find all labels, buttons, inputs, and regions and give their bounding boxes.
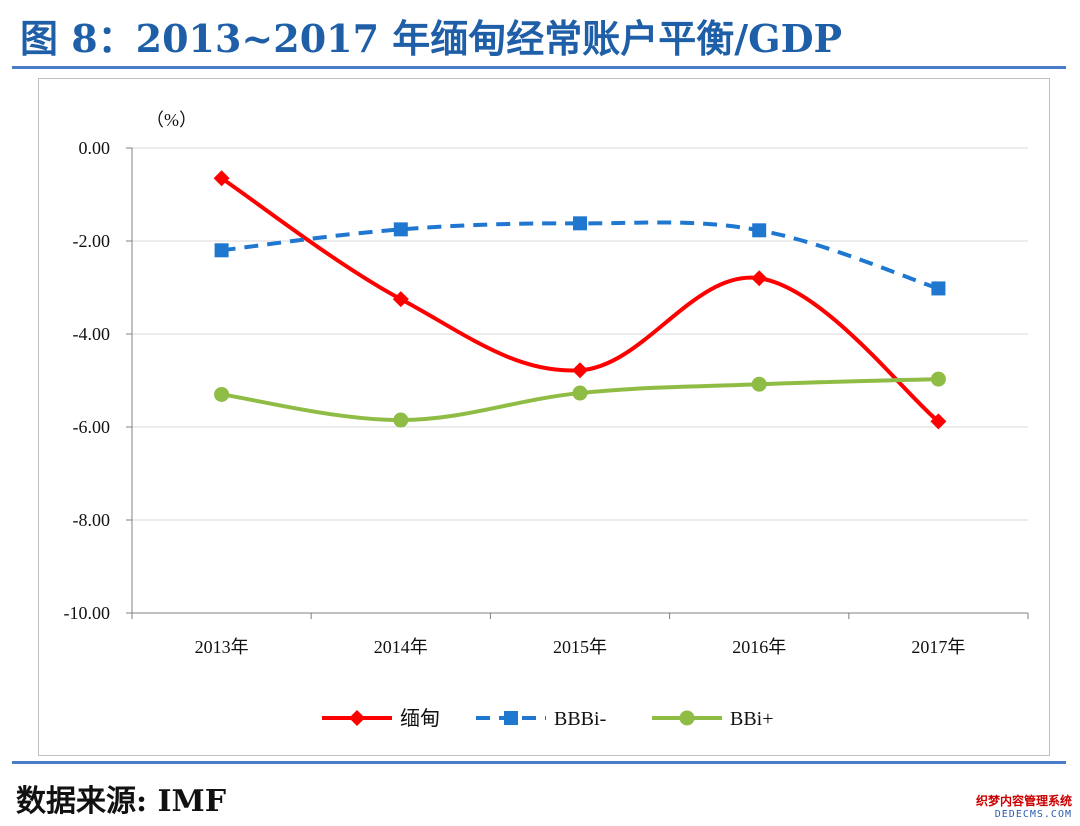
gridlines (132, 147, 1028, 521)
legend-swatch-marker (349, 710, 365, 726)
series-lines (220, 176, 940, 423)
y-tick-label: -10.00 (64, 603, 111, 623)
source-note: 数据来源: IMF (16, 784, 227, 819)
chart-frame (38, 78, 1050, 756)
data-point-square (931, 281, 946, 296)
data-point-diamond (930, 413, 947, 430)
watermark-text: 织梦内容管理系统 (975, 794, 1072, 808)
data-point-circle (572, 385, 588, 401)
series-markers (213, 170, 947, 430)
data-point-diamond (392, 291, 409, 308)
y-unit-label: （%） (146, 110, 197, 130)
y-axis-ticks: 0.00 -2.00 -4.00 -6.00 -8.00 -10.00 (64, 138, 132, 623)
data-point-diamond (751, 270, 768, 287)
x-tick-label: 2015年 (553, 637, 607, 657)
data-point-circle (930, 371, 946, 387)
y-tick-label: 0.00 (79, 138, 111, 158)
data-point-square (214, 243, 229, 258)
axes (131, 148, 1028, 614)
watermark: 织梦内容管理系统 DEDECMS.COM (976, 792, 1072, 820)
legend: 缅甸 BBBi- BBi+ (322, 707, 774, 730)
data-point-diamond (213, 170, 230, 187)
data-point-square (573, 216, 587, 231)
legend-label: BBi+ (730, 708, 774, 730)
title-divider (12, 66, 1066, 69)
legend-label: BBBi- (554, 708, 606, 730)
data-point-square (393, 222, 408, 237)
data-point-square (752, 223, 767, 238)
watermark-url: DEDECMS.COM (994, 809, 1072, 820)
x-tick-label: 2014年 (374, 637, 428, 657)
chart-title: 图 8：2013~2017 年缅甸经常账户平衡/GDP (20, 16, 843, 61)
x-axis-ticks: 2013年 2014年 2015年 2016年 2017年 (131, 613, 1029, 657)
legend-swatch-marker (504, 711, 518, 725)
legend-swatch-marker (679, 710, 695, 726)
y-tick-label: -8.00 (73, 510, 111, 530)
y-tick-label: -4.00 (73, 324, 111, 344)
x-tick-label: 2017年 (911, 637, 965, 657)
y-tick-label: -2.00 (73, 231, 111, 251)
data-point-circle (393, 412, 409, 428)
footer-divider (12, 761, 1066, 764)
x-tick-label: 2016年 (732, 637, 786, 657)
legend-label: 缅甸 (400, 707, 440, 730)
series-line-1 (220, 176, 940, 423)
data-point-circle (214, 386, 230, 402)
data-point-diamond (572, 362, 588, 379)
series-line-2 (221, 220, 940, 291)
data-point-circle (751, 376, 767, 392)
y-tick-label: -6.00 (73, 417, 111, 437)
x-tick-label: 2013年 (195, 637, 249, 657)
